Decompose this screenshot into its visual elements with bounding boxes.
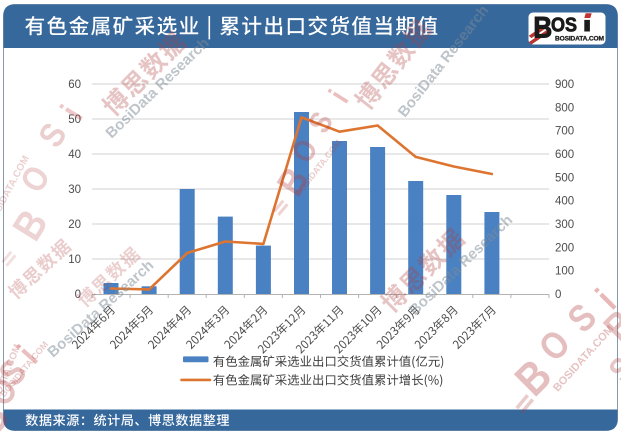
svg-text:50: 50	[68, 114, 81, 126]
svg-text:100: 100	[555, 266, 574, 278]
svg-text:700: 700	[555, 126, 574, 138]
svg-text:900: 900	[555, 79, 574, 91]
svg-text:10: 10	[68, 254, 81, 266]
svg-text:400: 400	[555, 196, 574, 208]
svg-text:600: 600	[555, 149, 574, 161]
svg-text:0: 0	[75, 289, 81, 301]
svg-text:500: 500	[555, 172, 574, 184]
svg-text:200: 200	[555, 242, 574, 254]
svg-text:40: 40	[68, 149, 81, 161]
svg-text:300: 300	[555, 219, 574, 231]
svg-text:800: 800	[555, 102, 574, 114]
svg-text:60: 60	[68, 79, 81, 91]
svg-text:30: 30	[68, 184, 81, 196]
svg-text:20: 20	[68, 219, 81, 231]
svg-text:0: 0	[555, 289, 561, 301]
